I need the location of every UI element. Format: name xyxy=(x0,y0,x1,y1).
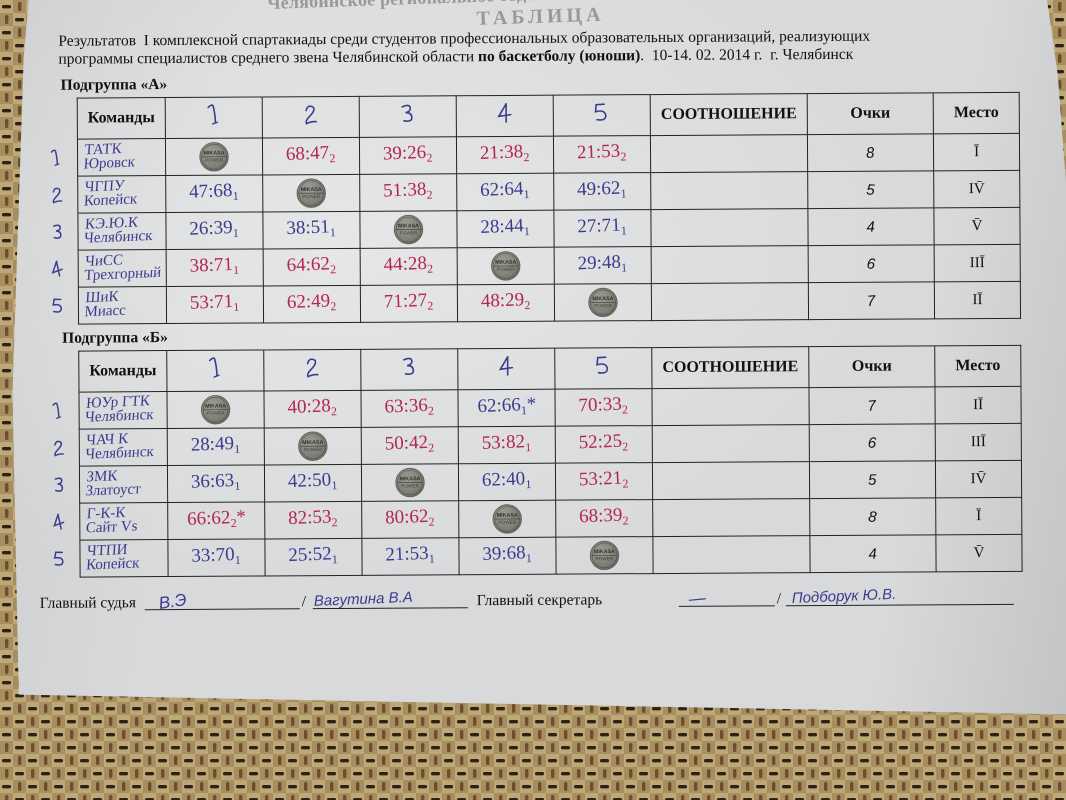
svg-text:POWER: POWER xyxy=(401,483,419,488)
svg-text:MIKASA: MIKASA xyxy=(301,187,322,193)
svg-text:MIKASA: MIKASA xyxy=(399,476,420,482)
svg-text:POWER: POWER xyxy=(594,303,612,308)
svg-text:POWER: POWER xyxy=(205,158,223,163)
svg-text:POWER: POWER xyxy=(498,520,516,525)
svg-text:MIKASA: MIKASA xyxy=(205,403,226,409)
svg-text:POWER: POWER xyxy=(596,556,614,561)
svg-text:POWER: POWER xyxy=(207,411,225,416)
svg-text:MIKASA: MIKASA xyxy=(203,150,224,156)
svg-text:POWER: POWER xyxy=(304,447,322,452)
svg-text:MIKASA: MIKASA xyxy=(398,223,419,229)
svg-text:MIKASA: MIKASA xyxy=(302,440,323,446)
svg-text:MIKASA: MIKASA xyxy=(497,513,518,519)
svg-text:MIKASA: MIKASA xyxy=(495,260,516,266)
svg-text:POWER: POWER xyxy=(302,194,320,199)
svg-text:MIKASA: MIKASA xyxy=(592,296,613,302)
svg-text:MIKASA: MIKASA xyxy=(594,549,615,555)
svg-text:POWER: POWER xyxy=(400,230,418,235)
svg-text:POWER: POWER xyxy=(497,267,515,272)
